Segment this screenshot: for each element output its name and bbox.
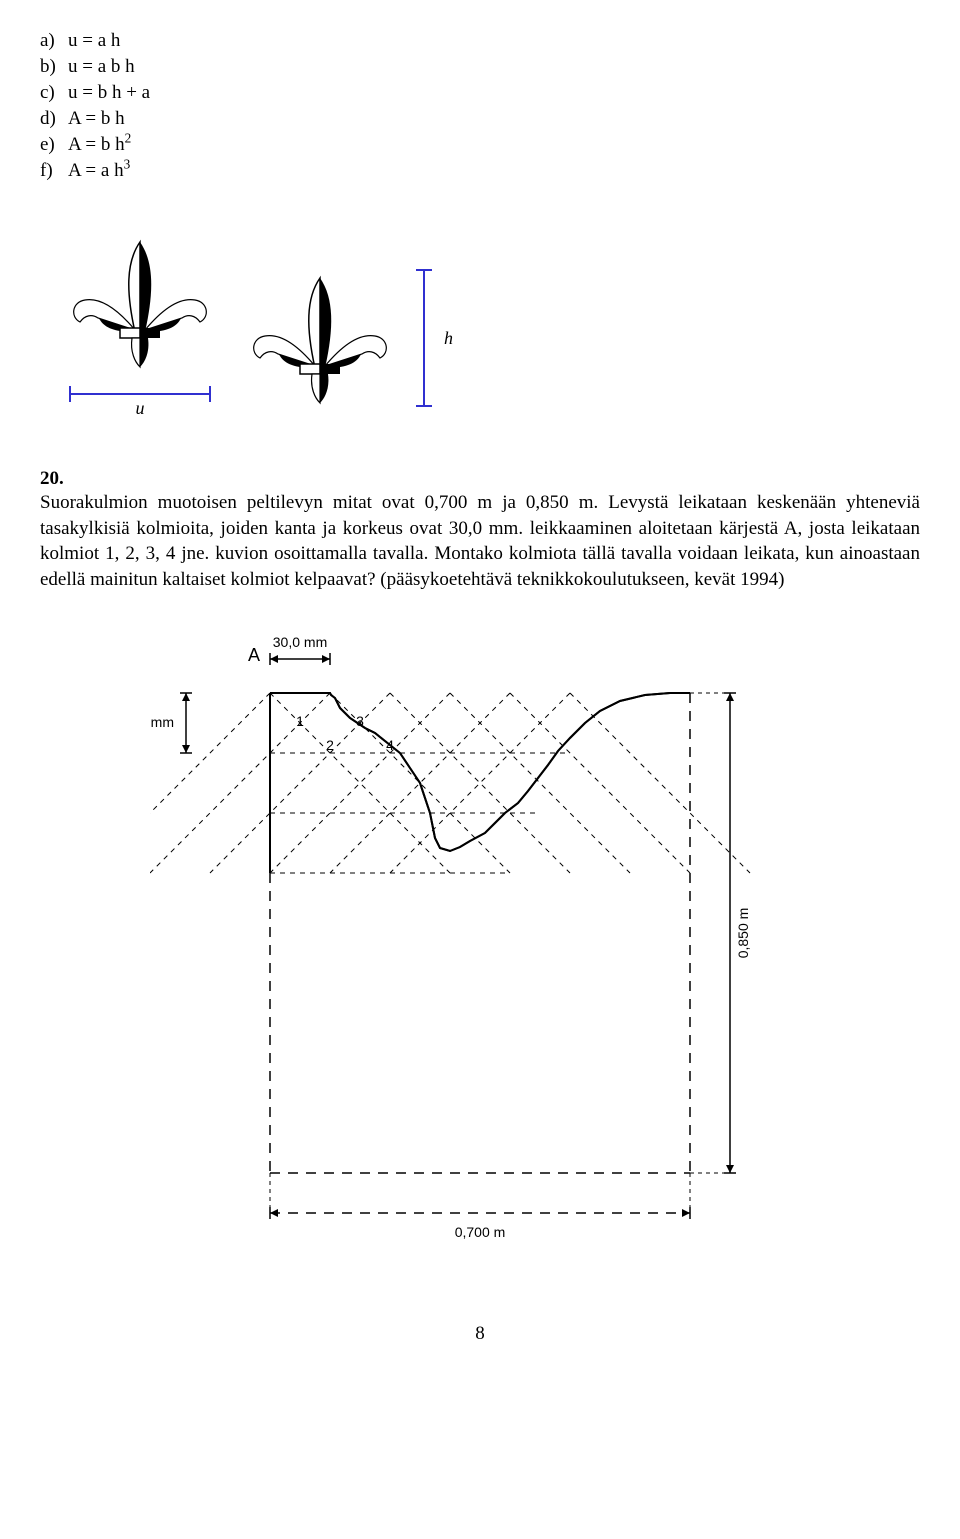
svg-text:30,0 mm: 30,0 mm xyxy=(150,714,174,730)
dim-u-bar: u xyxy=(60,382,220,418)
options-list: a) u = a h b) u = a b h c) u = b h + a d… xyxy=(40,30,920,182)
option-label: c) xyxy=(40,82,68,104)
option-formula: A = b h2 xyxy=(68,134,131,156)
option-b: b) u = a b h xyxy=(40,56,920,78)
svg-text:4: 4 xyxy=(386,737,394,753)
fleur-right-icon xyxy=(240,258,400,418)
option-label: d) xyxy=(40,108,68,130)
option-f: f) A = a h3 xyxy=(40,160,920,182)
option-formula: A = b h xyxy=(68,108,125,130)
svg-text:30,0 mm: 30,0 mm xyxy=(273,634,327,650)
option-d: d) A = b h xyxy=(40,108,920,130)
option-formula: u = a b h xyxy=(68,56,135,78)
option-label: a) xyxy=(40,30,68,52)
problem-20: 20. Suorakulmion muotoisen peltilevyn mi… xyxy=(40,468,920,593)
dim-u-label: u xyxy=(136,398,145,418)
option-c: c) u = b h + a xyxy=(40,82,920,104)
option-formula: u = a h xyxy=(68,30,120,52)
page-number: 8 xyxy=(40,1323,920,1345)
svg-text:0,850 m: 0,850 m xyxy=(735,907,751,958)
svg-text:1: 1 xyxy=(296,713,304,729)
dim-h-label: h xyxy=(444,328,453,348)
problem-number: 20. xyxy=(40,468,64,489)
plate-figure: 30,0 mm A 30,0 mm 1 2 3 4 0,850 m 0,700 m xyxy=(150,623,810,1263)
option-formula: u = b h + a xyxy=(68,82,150,104)
option-label: e) xyxy=(40,134,68,156)
dim-h-bar: h xyxy=(410,258,460,418)
option-formula: A = a h3 xyxy=(68,160,130,182)
svg-text:3: 3 xyxy=(356,713,364,729)
svg-text:A: A xyxy=(248,645,260,665)
fleur-figure: u h xyxy=(60,222,920,418)
option-label: f) xyxy=(40,160,68,182)
svg-text:2: 2 xyxy=(326,737,334,753)
fleur-left-icon xyxy=(60,222,220,382)
problem-text: Suorakulmion muotoisen peltilevyn mitat … xyxy=(40,490,920,593)
option-e: e) A = b h2 xyxy=(40,134,920,156)
svg-text:0,700 m: 0,700 m xyxy=(455,1224,506,1240)
option-label: b) xyxy=(40,56,68,78)
option-a: a) u = a h xyxy=(40,30,920,52)
